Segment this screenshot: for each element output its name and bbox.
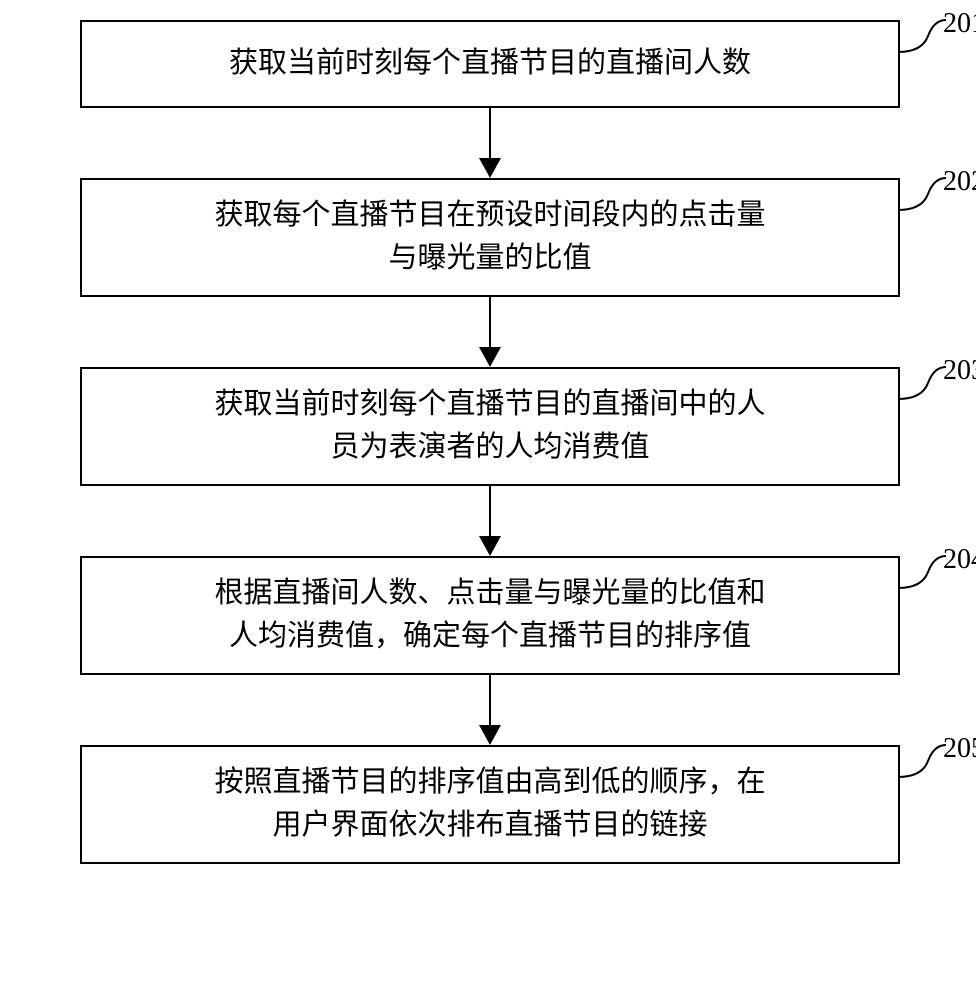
step-text-205-line2: 用户界面依次排布直播节目的链接 [272, 809, 707, 841]
step-wrapper-201: 获取当前时刻每个直播节目的直播间人数 201 [80, 20, 900, 108]
arrow-line [489, 486, 491, 538]
arrow-line [489, 675, 491, 727]
arrow-head-icon [479, 725, 501, 745]
flowchart-container: 获取当前时刻每个直播节目的直播间人数 201 获取每个直播节目在预设时间段内的点… [80, 20, 900, 864]
curve-connector-icon [898, 554, 946, 594]
step-text-204-line1: 根据直播间人数、点击量与曝光量的比值和 [214, 577, 765, 609]
step-text-202-line1: 获取每个直播节目在预设时间段内的点击量 [214, 199, 765, 231]
arrow-line [489, 108, 491, 160]
step-label-202: 202 [943, 166, 976, 198]
step-label-205: 205 [943, 733, 976, 765]
arrow-202-203 [80, 297, 900, 367]
arrow-203-204 [80, 486, 900, 556]
arrow-head-icon [479, 347, 501, 367]
step-text-204-line2: 人均消费值，确定每个直播节目的排序值 [229, 620, 751, 652]
step-text-203-line1: 获取当前时刻每个直播节目的直播间中的人 [214, 388, 765, 420]
curve-connector-icon [898, 743, 946, 783]
step-box-204: 根据直播间人数、点击量与曝光量的比值和 人均消费值，确定每个直播节目的排序值 [80, 556, 900, 675]
step-wrapper-203: 获取当前时刻每个直播节目的直播间中的人 员为表演者的人均消费值 203 [80, 367, 900, 486]
curve-connector-icon [898, 18, 946, 58]
step-wrapper-205: 按照直播节目的排序值由高到低的顺序，在 用户界面依次排布直播节目的链接 205 [80, 745, 900, 864]
step-box-202: 获取每个直播节目在预设时间段内的点击量 与曝光量的比值 [80, 178, 900, 297]
curve-connector-icon [898, 365, 946, 405]
step-text-202-line2: 与曝光量的比值 [388, 242, 591, 274]
step-label-203: 203 [943, 355, 976, 387]
arrow-head-icon [479, 158, 501, 178]
step-box-201: 获取当前时刻每个直播节目的直播间人数 [80, 20, 900, 108]
step-wrapper-202: 获取每个直播节目在预设时间段内的点击量 与曝光量的比值 202 [80, 178, 900, 297]
step-wrapper-204: 根据直播间人数、点击量与曝光量的比值和 人均消费值，确定每个直播节目的排序值 2… [80, 556, 900, 675]
step-box-205: 按照直播节目的排序值由高到低的顺序，在 用户界面依次排布直播节目的链接 [80, 745, 900, 864]
arrow-head-icon [479, 536, 501, 556]
arrow-line [489, 297, 491, 349]
step-label-204: 204 [943, 544, 976, 576]
curve-connector-icon [898, 176, 946, 216]
arrow-204-205 [80, 675, 900, 745]
step-text-203-line2: 员为表演者的人均消费值 [330, 431, 649, 463]
step-text-205-line1: 按照直播节目的排序值由高到低的顺序，在 [214, 766, 765, 798]
step-box-203: 获取当前时刻每个直播节目的直播间中的人 员为表演者的人均消费值 [80, 367, 900, 486]
step-label-201: 201 [943, 8, 976, 40]
step-text-201: 获取当前时刻每个直播节目的直播间人数 [229, 47, 751, 79]
arrow-201-202 [80, 108, 900, 178]
